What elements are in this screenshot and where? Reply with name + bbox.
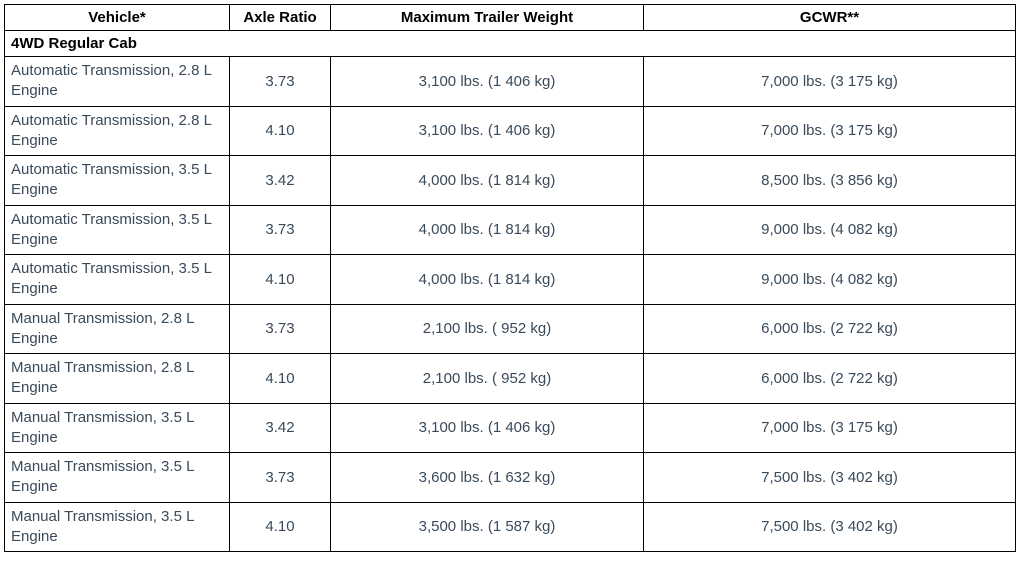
axle-ratio-cell: 3.73 bbox=[230, 453, 331, 503]
max-trailer-weight-cell: 3,100 lbs. (1 406 kg) bbox=[331, 106, 644, 156]
axle-ratio-cell: 3.42 bbox=[230, 403, 331, 453]
table-row: Automatic Transmission, 2.8 L Engine3.73… bbox=[5, 57, 1016, 107]
gcwr-cell: 6,000 lbs. (2 722 kg) bbox=[644, 354, 1016, 404]
max-trailer-weight-cell: 3,100 lbs. (1 406 kg) bbox=[331, 403, 644, 453]
axle-ratio-cell: 4.10 bbox=[230, 255, 331, 305]
vehicle-cell: Automatic Transmission, 3.5 L Engine bbox=[5, 156, 230, 206]
table-header-row: Vehicle* Axle Ratio Maximum Trailer Weig… bbox=[5, 5, 1016, 31]
gcwr-cell: 7,000 lbs. (3 175 kg) bbox=[644, 57, 1016, 107]
table-row: Manual Transmission, 3.5 L Engine3.423,1… bbox=[5, 403, 1016, 453]
vehicle-cell: Automatic Transmission, 3.5 L Engine bbox=[5, 255, 230, 305]
max-trailer-weight-cell: 2,100 lbs. ( 952 kg) bbox=[331, 304, 644, 354]
table-row: Manual Transmission, 2.8 L Engine3.732,1… bbox=[5, 304, 1016, 354]
column-header-max-trailer-weight: Maximum Trailer Weight bbox=[331, 5, 644, 31]
vehicle-cell: Manual Transmission, 3.5 L Engine bbox=[5, 403, 230, 453]
max-trailer-weight-cell: 4,000 lbs. (1 814 kg) bbox=[331, 156, 644, 206]
max-trailer-weight-cell: 4,000 lbs. (1 814 kg) bbox=[331, 255, 644, 305]
gcwr-cell: 6,000 lbs. (2 722 kg) bbox=[644, 304, 1016, 354]
gcwr-cell: 7,000 lbs. (3 175 kg) bbox=[644, 106, 1016, 156]
table-row: Manual Transmission, 3.5 L Engine3.733,6… bbox=[5, 453, 1016, 503]
vehicle-cell: Manual Transmission, 2.8 L Engine bbox=[5, 304, 230, 354]
vehicle-cell: Automatic Transmission, 2.8 L Engine bbox=[5, 106, 230, 156]
max-trailer-weight-cell: 3,500 lbs. (1 587 kg) bbox=[331, 502, 644, 552]
table-row: Automatic Transmission, 3.5 L Engine3.73… bbox=[5, 205, 1016, 255]
axle-ratio-cell: 3.73 bbox=[230, 57, 331, 107]
max-trailer-weight-cell: 3,100 lbs. (1 406 kg) bbox=[331, 57, 644, 107]
vehicle-cell: Manual Transmission, 2.8 L Engine bbox=[5, 354, 230, 404]
gcwr-cell: 9,000 lbs. (4 082 kg) bbox=[644, 205, 1016, 255]
section-header-cell: 4WD Regular Cab bbox=[5, 31, 1016, 57]
axle-ratio-cell: 3.42 bbox=[230, 156, 331, 206]
section-header-row: 4WD Regular Cab bbox=[5, 31, 1016, 57]
table-row: Manual Transmission, 3.5 L Engine4.103,5… bbox=[5, 502, 1016, 552]
column-header-axle-ratio: Axle Ratio bbox=[230, 5, 331, 31]
axle-ratio-cell: 4.10 bbox=[230, 106, 331, 156]
vehicle-cell: Manual Transmission, 3.5 L Engine bbox=[5, 502, 230, 552]
table-row: Automatic Transmission, 3.5 L Engine3.42… bbox=[5, 156, 1016, 206]
max-trailer-weight-cell: 4,000 lbs. (1 814 kg) bbox=[331, 205, 644, 255]
axle-ratio-cell: 4.10 bbox=[230, 354, 331, 404]
table-row: Automatic Transmission, 2.8 L Engine4.10… bbox=[5, 106, 1016, 156]
axle-ratio-cell: 4.10 bbox=[230, 502, 331, 552]
table-row: Automatic Transmission, 3.5 L Engine4.10… bbox=[5, 255, 1016, 305]
gcwr-cell: 7,000 lbs. (3 175 kg) bbox=[644, 403, 1016, 453]
vehicle-cell: Automatic Transmission, 2.8 L Engine bbox=[5, 57, 230, 107]
max-trailer-weight-cell: 2,100 lbs. ( 952 kg) bbox=[331, 354, 644, 404]
axle-ratio-cell: 3.73 bbox=[230, 304, 331, 354]
vehicle-cell: Manual Transmission, 3.5 L Engine bbox=[5, 453, 230, 503]
column-header-gcwr: GCWR** bbox=[644, 5, 1016, 31]
gcwr-cell: 9,000 lbs. (4 082 kg) bbox=[644, 255, 1016, 305]
gcwr-cell: 7,500 lbs. (3 402 kg) bbox=[644, 453, 1016, 503]
max-trailer-weight-cell: 3,600 lbs. (1 632 kg) bbox=[331, 453, 644, 503]
gcwr-cell: 7,500 lbs. (3 402 kg) bbox=[644, 502, 1016, 552]
axle-ratio-cell: 3.73 bbox=[230, 205, 331, 255]
table-row: Manual Transmission, 2.8 L Engine4.102,1… bbox=[5, 354, 1016, 404]
vehicle-cell: Automatic Transmission, 3.5 L Engine bbox=[5, 205, 230, 255]
table-body: 4WD Regular Cab Automatic Transmission, … bbox=[5, 31, 1016, 552]
towing-capacity-table: Vehicle* Axle Ratio Maximum Trailer Weig… bbox=[4, 4, 1016, 552]
column-header-vehicle: Vehicle* bbox=[5, 5, 230, 31]
gcwr-cell: 8,500 lbs. (3 856 kg) bbox=[644, 156, 1016, 206]
